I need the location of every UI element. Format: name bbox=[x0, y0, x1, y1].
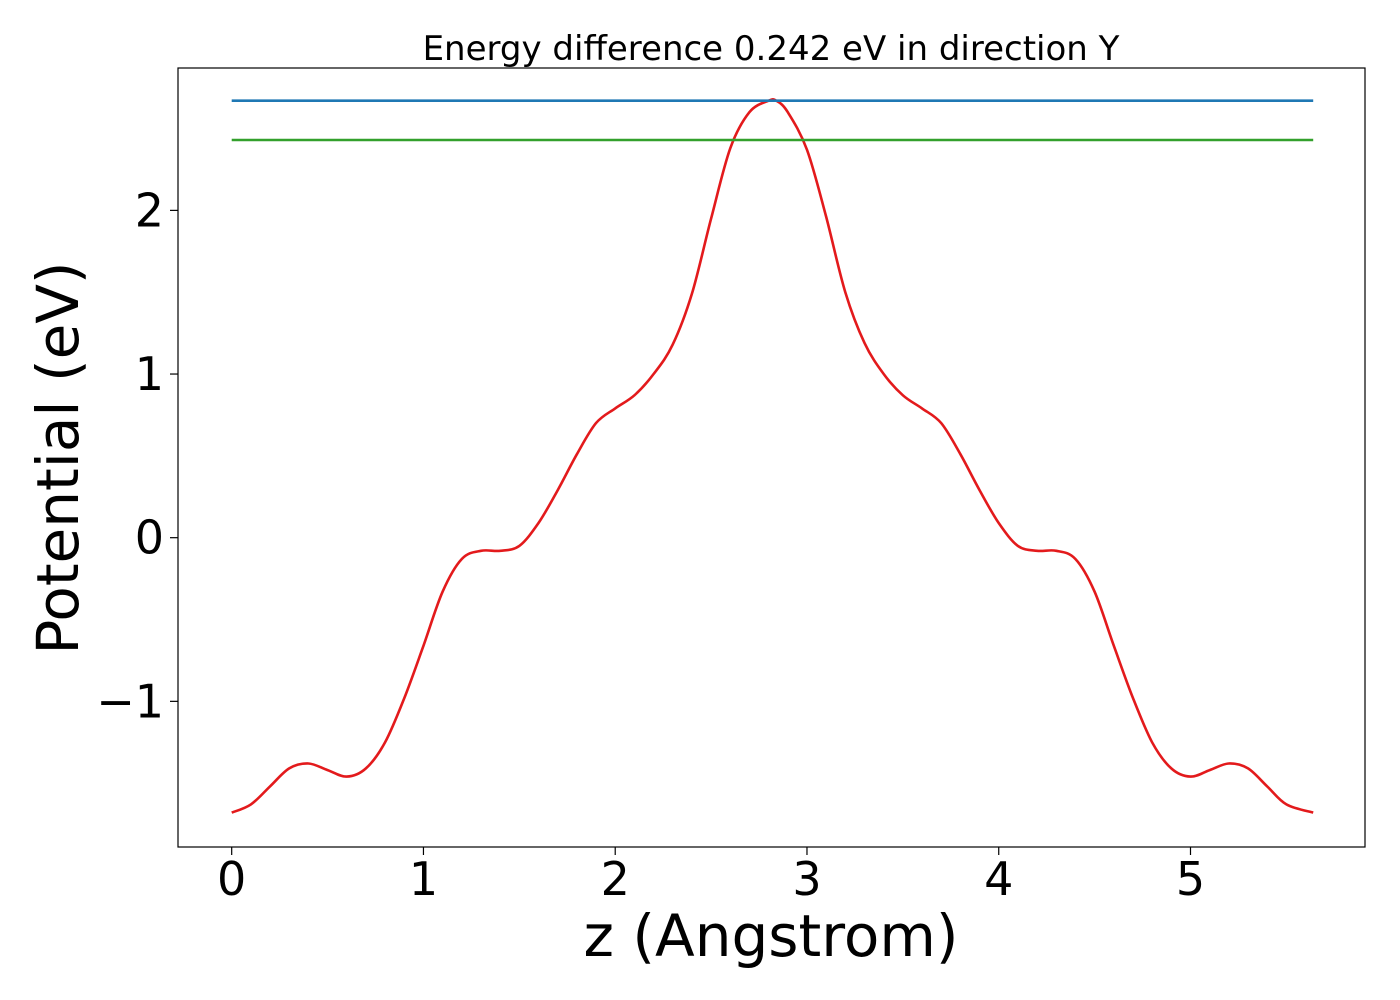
y-tick-label: 2 bbox=[135, 183, 164, 237]
x-tick-label: 0 bbox=[217, 852, 246, 906]
x-tick-label: 3 bbox=[792, 852, 821, 906]
y-axis-label: Potential (eV) bbox=[24, 261, 92, 654]
y-axis-ticks: −1 0 1 2 bbox=[96, 183, 178, 728]
series-layer bbox=[231, 97, 1314, 814]
chart-title: Energy difference 0.242 eV in direction … bbox=[423, 29, 1120, 69]
series-line-0 bbox=[231, 97, 1314, 814]
y-tick-label: −1 bbox=[96, 674, 164, 728]
x-axis-ticks: 0 1 2 3 4 5 bbox=[217, 847, 1205, 906]
x-tick-label: 1 bbox=[409, 852, 438, 906]
x-axis-label: z (Angstrom) bbox=[584, 902, 959, 970]
y-tick-label: 1 bbox=[135, 347, 164, 401]
y-tick-label: 0 bbox=[135, 511, 164, 565]
x-tick-label: 2 bbox=[601, 852, 630, 906]
x-tick-label: 5 bbox=[1176, 852, 1205, 906]
x-tick-label: 4 bbox=[984, 852, 1013, 906]
plot-area: 0 1 2 3 4 5 −1 0 1 2 bbox=[96, 67, 1366, 906]
axes-frame bbox=[177, 67, 1366, 848]
